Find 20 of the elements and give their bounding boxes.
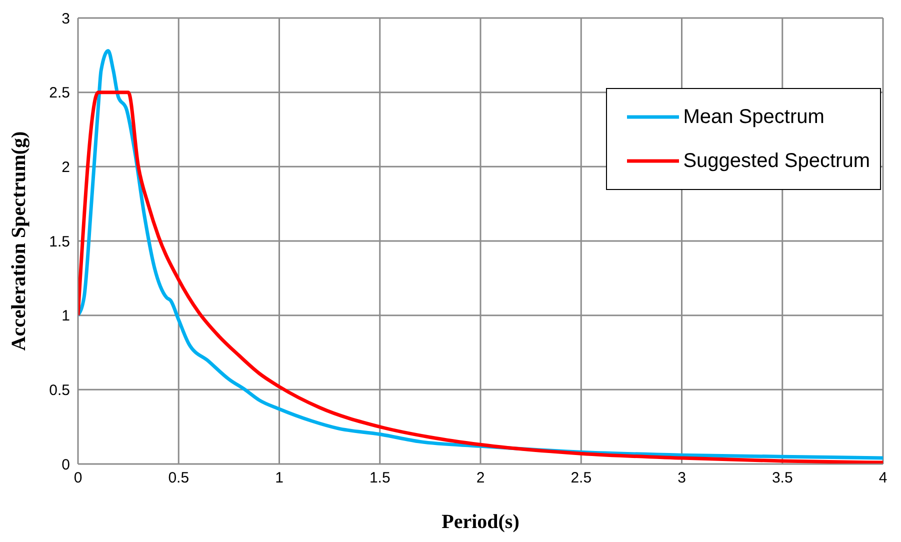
- x-tick-label: 1: [275, 470, 284, 487]
- x-tick-label: 2: [476, 470, 485, 487]
- y-tick-label: 1: [62, 308, 70, 325]
- y-tick-label: 0.5: [49, 382, 70, 399]
- x-tick-label: 3.5: [772, 470, 793, 487]
- x-tick-label: 3: [678, 470, 686, 487]
- x-tick-label: 2.5: [570, 470, 592, 487]
- y-axis-title: Acceleration Spectrum(g): [8, 131, 30, 351]
- y-tick-label: 1.5: [49, 233, 70, 250]
- x-tick-label: 4: [878, 470, 888, 487]
- legend-label: Mean Spectrum: [683, 106, 824, 128]
- y-tick-label: 2.5: [49, 84, 70, 102]
- x-axis-title: Period(s): [442, 511, 520, 534]
- x-tick-label: 0.5: [168, 470, 190, 487]
- x-tick-label: 0: [74, 470, 82, 487]
- y-tick-label: 3: [62, 10, 70, 28]
- legend-label: Suggested Spectrum: [683, 150, 870, 172]
- x-tick-label: 1.5: [369, 470, 390, 487]
- y-tick-label: 0: [62, 456, 70, 474]
- y-tick-label: 2: [62, 158, 70, 176]
